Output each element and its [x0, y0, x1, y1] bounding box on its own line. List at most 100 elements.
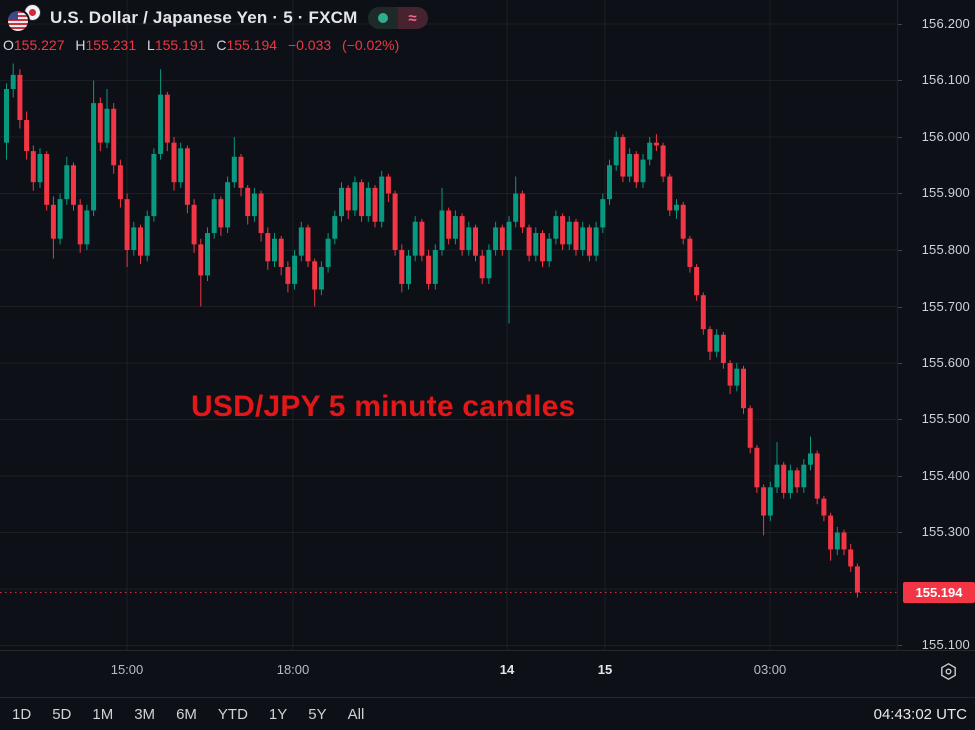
price-tick-label: 155.600: [921, 355, 970, 370]
price-tick-dash: [898, 476, 902, 477]
candle-body: [44, 153, 50, 205]
candle-body: [526, 227, 532, 256]
candle-body: [97, 103, 103, 143]
candle-body: [171, 142, 177, 183]
candle-body: [513, 193, 519, 222]
time-axis[interactable]: 15:00 18:00 14 15 03:00: [0, 650, 975, 697]
candle-body: [379, 176, 385, 222]
time-tick-label: 18:00: [276, 662, 310, 677]
clock-utc[interactable]: 04:43:02 UTC: [873, 705, 967, 723]
candle-body: [218, 199, 224, 228]
candle-body: [446, 210, 452, 239]
candle-body: [499, 227, 505, 250]
candle-body: [486, 250, 492, 279]
price-tick-dash: [898, 532, 902, 533]
candlestick-chart[interactable]: [0, 0, 897, 650]
range-button-all[interactable]: All: [347, 705, 365, 723]
range-button-1y[interactable]: 1Y: [268, 705, 288, 723]
candle-body: [37, 153, 43, 183]
price-tick-dash: [898, 363, 902, 364]
candle-body: [285, 266, 291, 284]
high-label: H: [75, 37, 86, 53]
candle-body: [834, 532, 840, 550]
candle-body: [191, 204, 197, 245]
market-open-dot-icon[interactable]: [367, 7, 398, 29]
range-button-1m[interactable]: 1M: [92, 705, 114, 723]
candle-body: [77, 204, 83, 245]
close-value: 155.194: [226, 37, 278, 53]
candle-body: [131, 227, 137, 250]
candle-body: [30, 151, 36, 183]
candle-body: [533, 233, 539, 256]
candle-body: [540, 233, 545, 262]
price-tick-label: 155.700: [921, 299, 970, 314]
candle-body: [312, 261, 318, 290]
price-tick-label: 156.100: [921, 72, 970, 87]
candle-body: [754, 447, 760, 488]
candle-body: [144, 216, 150, 256]
candle-body: [17, 74, 23, 121]
candle-body: [292, 255, 298, 284]
candle-body: [573, 221, 579, 250]
candle-body: [808, 453, 813, 465]
range-button-6m[interactable]: 6M: [176, 705, 197, 723]
axis-settings-icon[interactable]: [939, 662, 958, 681]
range-button-3m[interactable]: 3M: [134, 705, 156, 723]
range-button-ytd[interactable]: YTD: [217, 705, 248, 723]
candle-body: [560, 216, 566, 245]
candle-body: [198, 244, 204, 276]
candle-body: [741, 368, 746, 409]
japan-flag-dot: [29, 9, 36, 16]
candle-body: [399, 250, 405, 284]
candle-body: [479, 255, 485, 279]
candle-body: [392, 193, 398, 250]
candle-body: [714, 334, 720, 352]
candle-body: [225, 182, 231, 228]
candle-body: [158, 94, 164, 154]
symbol-title[interactable]: U.S. Dollar / Japanese Yen · 5 · FXCM: [50, 8, 358, 27]
candle-body: [231, 156, 237, 183]
time-tick-label: 14: [499, 662, 515, 677]
candle-body: [345, 187, 351, 211]
candle-body: [473, 227, 478, 256]
candle-body: [627, 153, 633, 177]
price-tick-dash: [898, 193, 902, 194]
candle-body: [64, 165, 70, 200]
candle-body: [305, 227, 311, 262]
candle-body: [272, 238, 277, 262]
candle-body: [432, 250, 438, 284]
range-button-1d[interactable]: 1D: [12, 705, 32, 723]
approx-data-icon[interactable]: ≈: [397, 7, 428, 29]
candle-body: [124, 199, 130, 250]
candle-body: [519, 193, 525, 228]
candle-body: [660, 145, 666, 177]
candle-body: [767, 487, 773, 516]
candle-body: [687, 238, 693, 267]
us-flag-icon: [8, 11, 28, 31]
market-status-toggle[interactable]: ≈: [367, 7, 428, 29]
bottom-toolbar: 1D 5D 1M 3M 6M YTD 1Y 5Y All 04:43:02 UTC: [0, 697, 975, 730]
low-label: L: [147, 37, 155, 53]
candle-body: [372, 187, 378, 222]
chart-canvas[interactable]: U.S. Dollar / Japanese Yen · 5 · FXCM ≈ …: [0, 0, 897, 650]
price-tick-label: 156.200: [921, 16, 970, 31]
candle-body: [251, 193, 257, 217]
japan-flag-icon: [25, 5, 40, 20]
candle-body: [493, 227, 499, 250]
us-flag-canton: [8, 11, 18, 20]
price-tick-label: 155.100: [921, 637, 970, 652]
range-button-5y[interactable]: 5Y: [308, 705, 327, 723]
candle-body: [452, 216, 458, 239]
price-axis[interactable]: 156.200 156.100 156.000 155.900 155.800 155.7…: [897, 0, 975, 652]
range-button-5d[interactable]: 5D: [52, 705, 72, 723]
low-value: 155.191: [154, 37, 206, 53]
candle-body: [553, 216, 559, 239]
date-range-switcher: 1D 5D 1M 3M 6M YTD 1Y 5Y All: [0, 706, 364, 723]
candle-body: [91, 103, 97, 211]
candle-body: [640, 159, 646, 183]
candle-body: [385, 176, 391, 194]
candle-body: [4, 88, 9, 143]
candle-body: [164, 94, 170, 143]
candle-body: [727, 363, 733, 386]
